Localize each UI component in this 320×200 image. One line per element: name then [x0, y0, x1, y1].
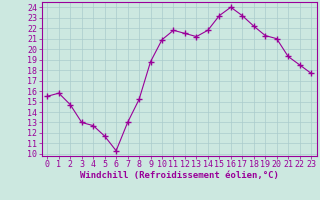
X-axis label: Windchill (Refroidissement éolien,°C): Windchill (Refroidissement éolien,°C) — [80, 171, 279, 180]
